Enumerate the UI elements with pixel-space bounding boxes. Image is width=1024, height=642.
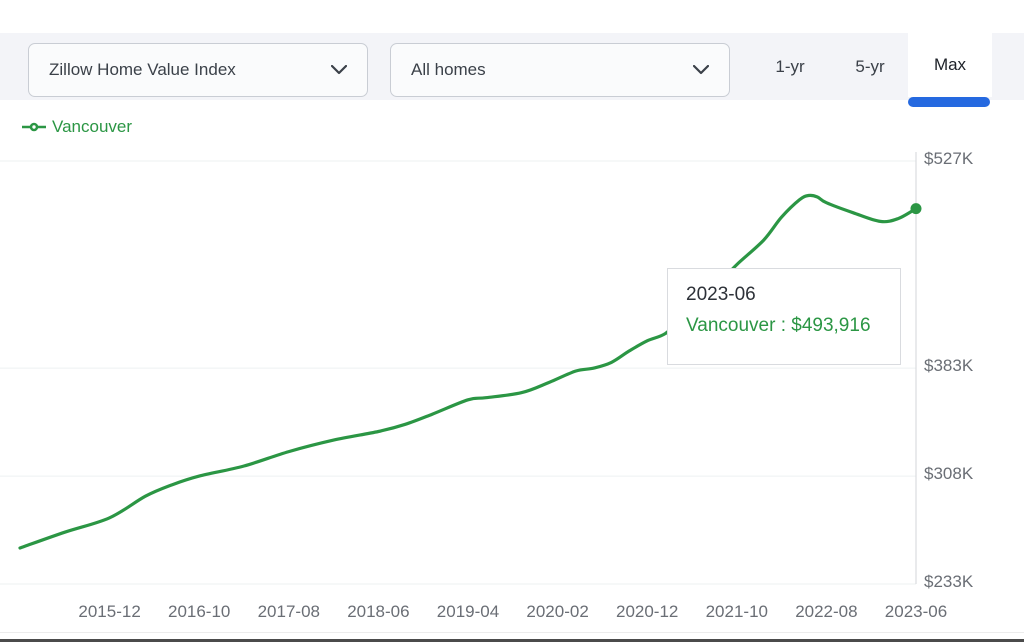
bottom-divider: [0, 632, 1024, 633]
y-tick-label: $308K: [924, 464, 974, 484]
x-tick-label: 2019-04: [436, 602, 500, 621]
active-range-indicator: [908, 97, 990, 107]
chevron-down-icon: [331, 65, 347, 75]
x-tick-label: 2022-08: [795, 602, 858, 621]
legend-item-vancouver[interactable]: Vancouver: [22, 117, 132, 137]
range-button-5yr[interactable]: 5-yr: [855, 57, 885, 76]
y-tick-label: $383K: [924, 356, 974, 376]
y-tick-label: $527K: [924, 149, 974, 168]
gridlines: [0, 160, 916, 585]
metric-dropdown-value: Zillow Home Value Index: [49, 60, 236, 79]
home-type-dropdown[interactable]: All homes: [390, 43, 730, 97]
tooltip-value: Vancouver : $493,916: [686, 315, 871, 336]
x-tick-label: 2023-06: [884, 602, 948, 621]
legend-label: Vancouver: [52, 117, 133, 136]
x-tick-label: 2016-10: [167, 602, 231, 621]
metric-dropdown[interactable]: Zillow Home Value Index: [28, 43, 368, 97]
x-tick-label: 2021-10: [705, 602, 768, 621]
bottom-edge-bar: [0, 639, 1024, 642]
home-type-dropdown-value: All homes: [411, 60, 486, 79]
series-end-point: [910, 203, 922, 215]
chevron-down-icon: [693, 65, 709, 75]
x-tick-label: 2020-12: [615, 602, 679, 621]
chart-tooltip: 2023-06 Vancouver : $493,916: [667, 268, 901, 365]
y-tick-label: $233K: [924, 572, 974, 591]
tooltip-date: 2023-06: [686, 284, 756, 305]
x-tick-label: 2018-06: [347, 602, 410, 621]
toolbar: Zillow Home Value Index All homes 1-yr 5…: [0, 33, 1024, 107]
x-tick-label: 2017-08: [257, 602, 320, 621]
x-tick-label: 2015-12: [78, 602, 141, 621]
range-button-1yr[interactable]: 1-yr: [775, 57, 805, 76]
series-marker-icon: [22, 122, 46, 132]
x-tick-label: 2020-02: [526, 602, 589, 621]
series-line-vancouver: [18, 193, 918, 550]
range-button-max[interactable]: Max: [908, 33, 992, 97]
